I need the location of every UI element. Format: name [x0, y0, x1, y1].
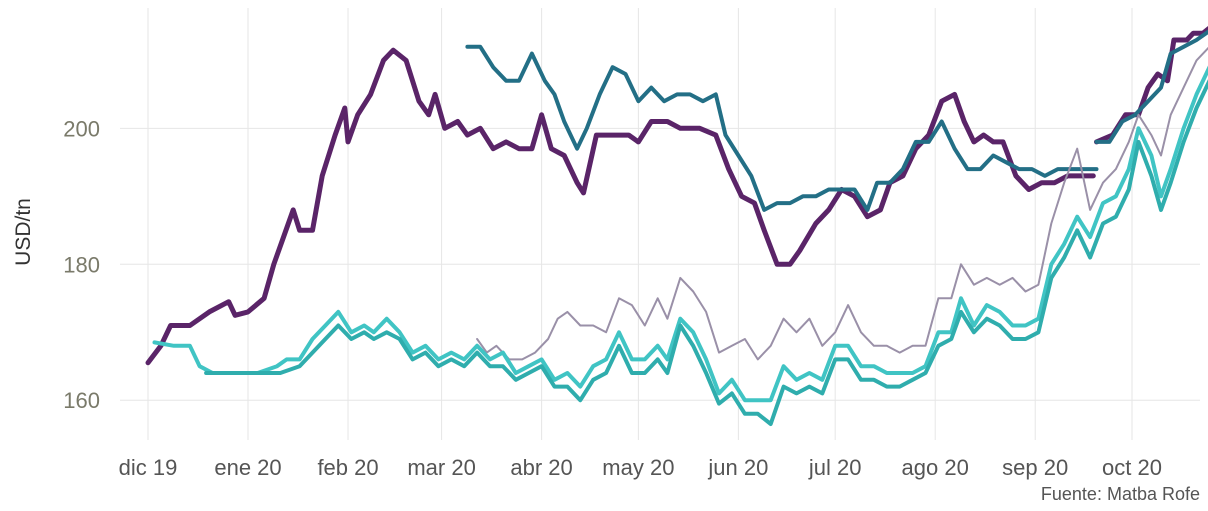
- series-line-7: [204, 79, 1208, 426]
- x-tick-label: abr 20: [510, 455, 572, 480]
- x-tick-label: may 20: [602, 455, 674, 480]
- x-tick-label: jun 20: [707, 455, 768, 480]
- series-line-4: [1094, 29, 1208, 144]
- x-tick-label: mar 20: [407, 455, 475, 480]
- source-caption: Fuente: Matba Rofe: [1040, 484, 1200, 504]
- x-tick-label: sep 20: [1002, 455, 1068, 480]
- series-line-6: [152, 65, 1208, 403]
- y-tick-label: 160: [63, 388, 100, 413]
- series-line-2: [465, 44, 1099, 212]
- y-tick-label: 180: [63, 252, 100, 277]
- series-lines: [145, 26, 1208, 426]
- y-axis-ticks: 160 180 200: [63, 116, 100, 413]
- x-tick-label: ago 20: [902, 455, 969, 480]
- x-axis-ticks: dic 19 ene 20 feb 20 mar 20 abr 20 may 20 jun …: [119, 455, 1162, 480]
- grid-lines: [120, 8, 1200, 440]
- x-tick-label: dic 19: [119, 455, 178, 480]
- x-tick-label: feb 20: [317, 455, 378, 480]
- series-line-1: [145, 47, 1096, 366]
- y-tick-label: 200: [63, 116, 100, 141]
- x-tick-label: jul 20: [808, 455, 862, 480]
- series-line-5: [476, 46, 1208, 361]
- x-tick-label: oct 20: [1102, 455, 1162, 480]
- y-axis-title: USD/tn: [12, 198, 35, 266]
- x-tick-label: ene 20: [214, 455, 281, 480]
